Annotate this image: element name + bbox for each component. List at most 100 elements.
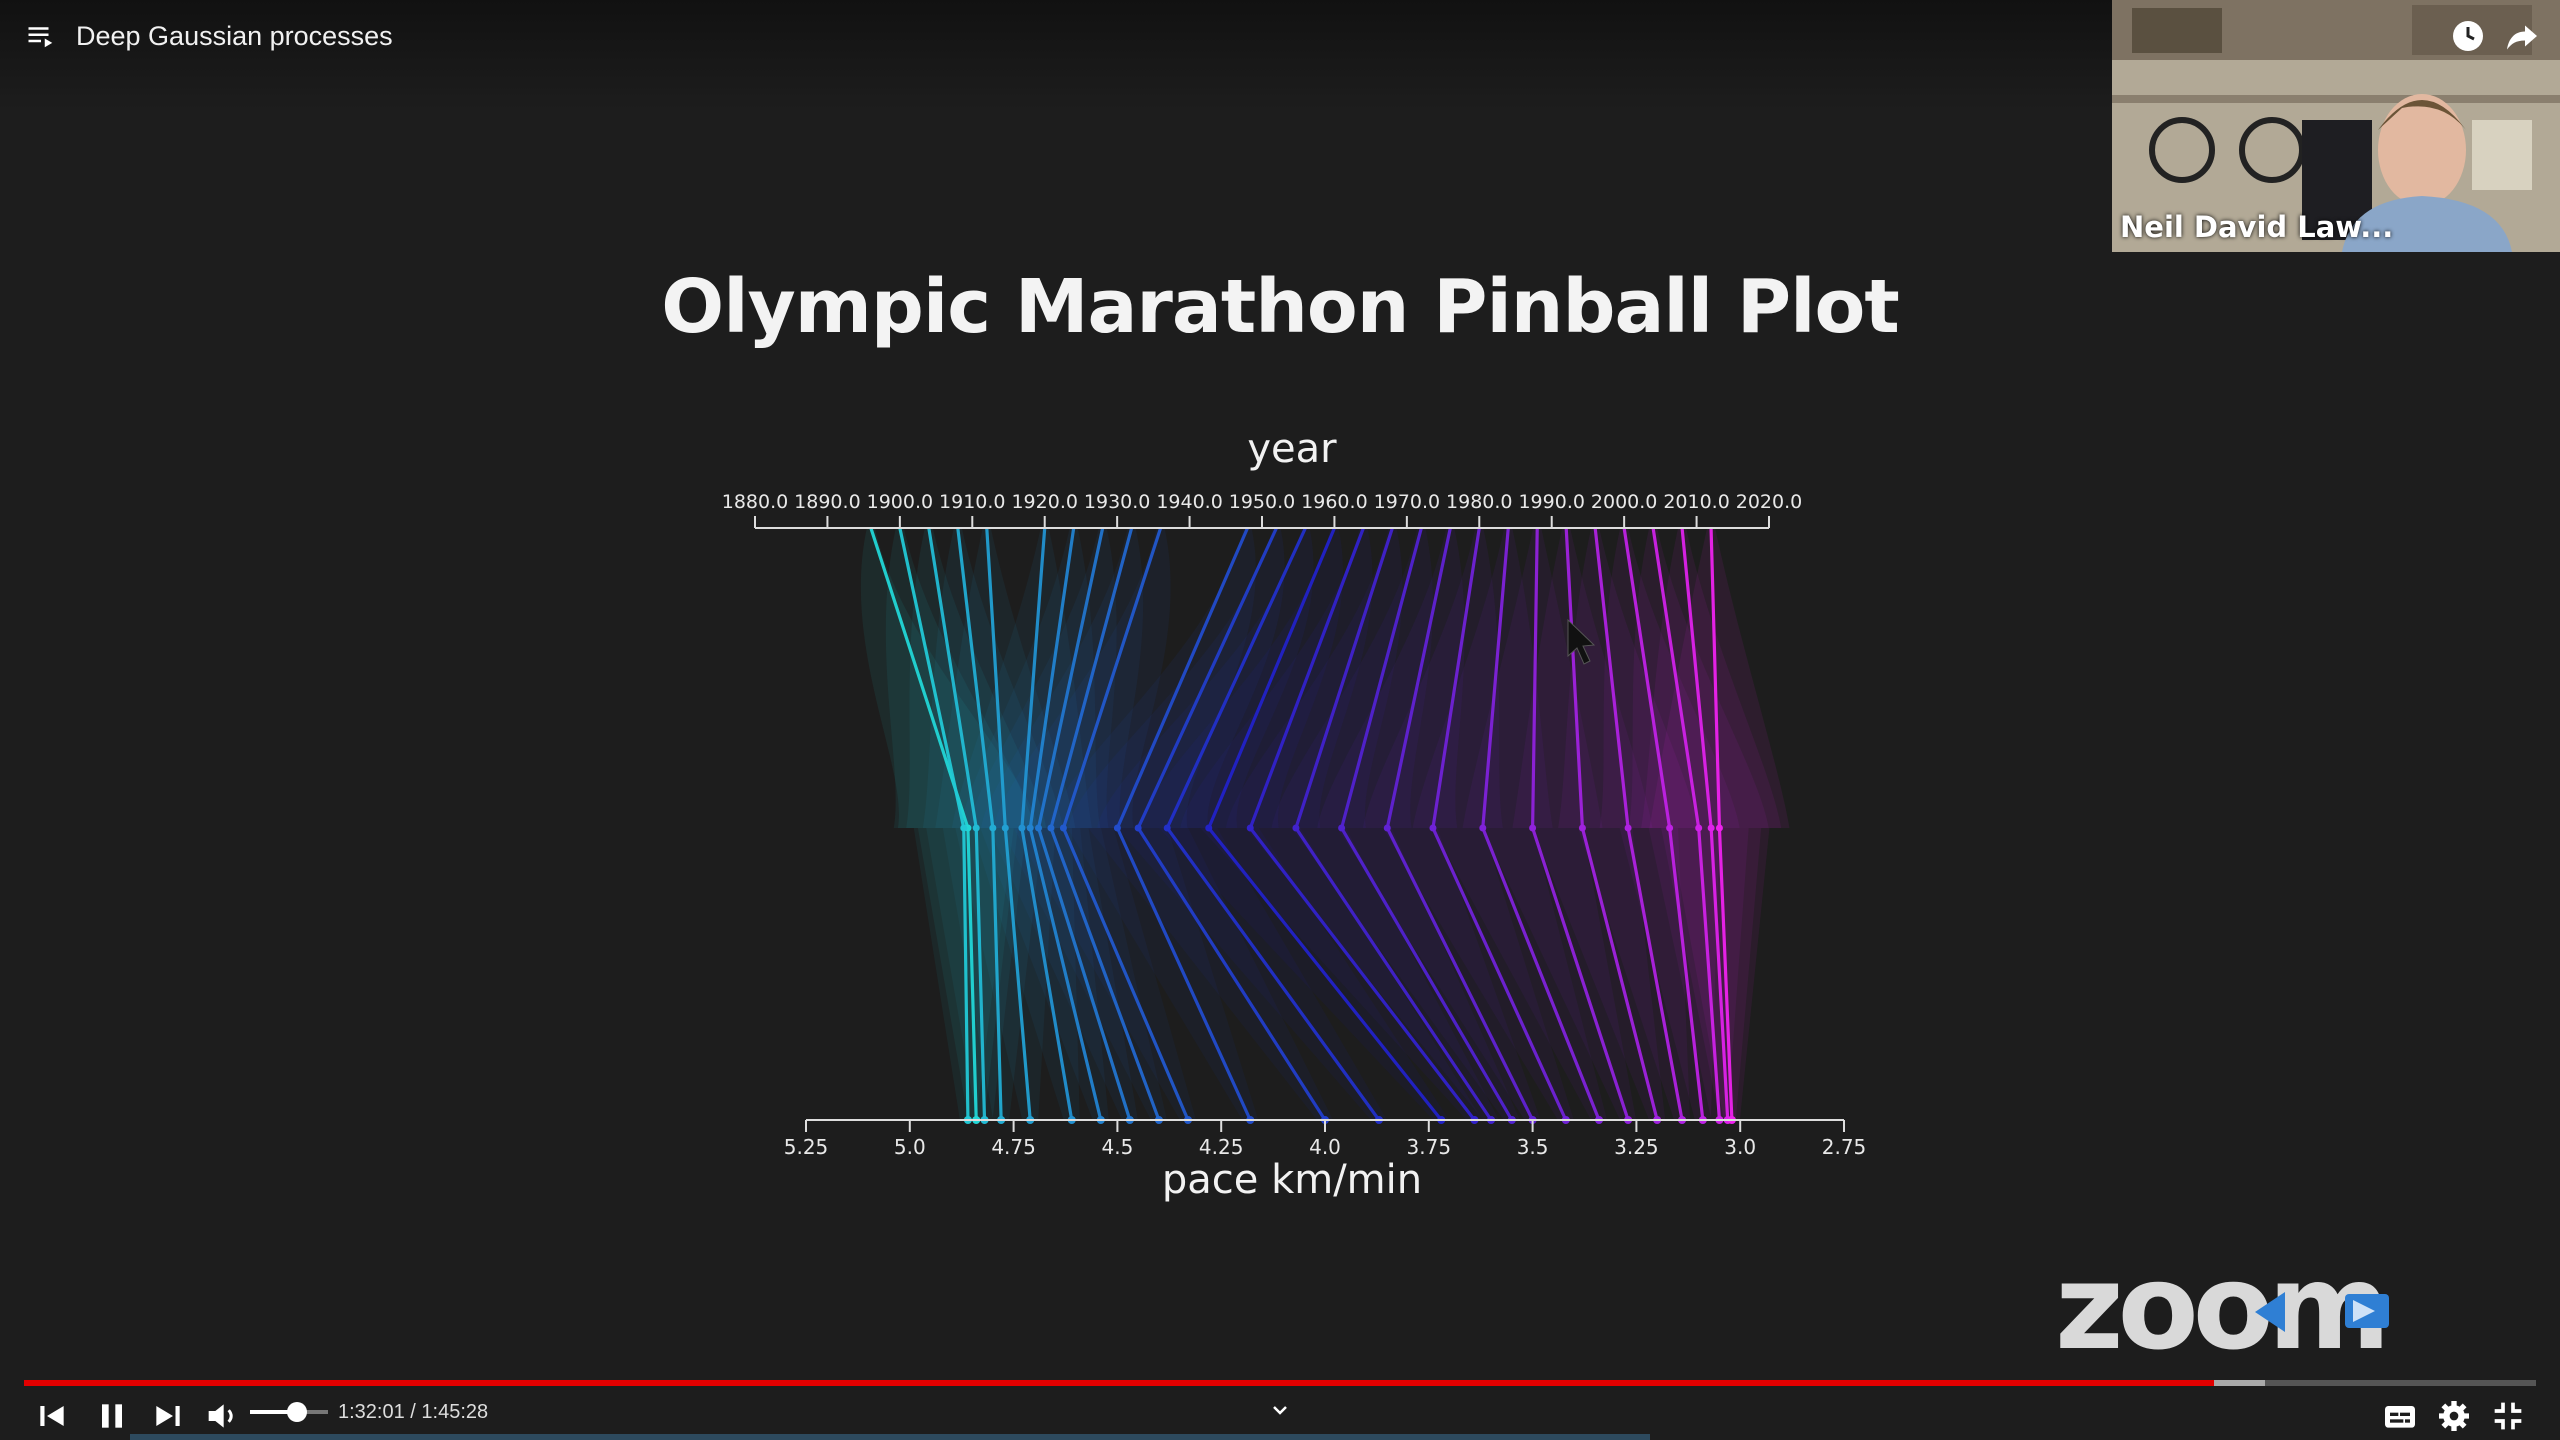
uncertainty-band-upper [960, 528, 1101, 828]
webcam-thumbnail: Neil David Law... [2112, 0, 2560, 252]
uncertainty-band-lower [917, 828, 1018, 1120]
uncertainty-band-upper [980, 528, 1144, 828]
uncertainty-band-lower [1432, 828, 1608, 1120]
uncertainty-band-upper [1180, 528, 1373, 828]
top-tick-label: 1890.0 [794, 491, 860, 513]
middle-point [1059, 824, 1067, 832]
skip-next-icon[interactable] [148, 1396, 188, 1436]
time-display: 1:32:01 / 1:45:28 [338, 1399, 488, 1425]
participant-name: Neil David Law... [2120, 210, 2394, 244]
top-tick-label: 1940.0 [1156, 491, 1222, 513]
bottom-tick-label: 3.0 [1724, 1135, 1756, 1159]
uncertainty-band-upper [1271, 528, 1433, 828]
middle-point [1695, 824, 1703, 832]
playlist-icon[interactable] [26, 21, 56, 51]
bottom-tick-label: 5.25 [784, 1135, 829, 1159]
pause-icon[interactable] [92, 1396, 132, 1436]
uncertainty-band-lower [1532, 828, 1666, 1120]
share-icon[interactable] [2504, 18, 2540, 54]
top-tick-label: 1960.0 [1301, 491, 1367, 513]
uncertainty-band-lower [1337, 828, 1541, 1120]
zoom-logo: zoom [2055, 1248, 2391, 1358]
slide-title: Olympic Marathon Pinball Plot [661, 264, 1899, 350]
top-tick-label: 2000.0 [1591, 491, 1657, 513]
uncertainty-band-upper [1462, 528, 1603, 828]
subtitles-icon[interactable] [2380, 1396, 2420, 1436]
progress-bar[interactable] [24, 1380, 2536, 1386]
middle-point [1338, 824, 1346, 832]
chevron-down-icon[interactable] [1268, 1398, 1292, 1422]
uncertainty-band-lower [1158, 828, 1450, 1120]
uncertainty-band-upper [1412, 528, 1553, 828]
volume-slider[interactable] [250, 1402, 328, 1422]
uncertainty-band-lower [926, 828, 1027, 1120]
clock-icon[interactable] [2450, 18, 2486, 54]
uncertainty-band-upper [993, 528, 1171, 828]
middle-point [1035, 824, 1043, 832]
middle-point [1429, 824, 1437, 832]
uncertainty-band-lower [1200, 828, 1483, 1120]
top-tick-label: 1920.0 [1011, 491, 1077, 513]
middle-point [1707, 824, 1715, 832]
middle-point [1246, 824, 1254, 832]
top-tick-label: 2010.0 [1663, 491, 1729, 513]
uncertainty-band-upper [1068, 528, 1285, 828]
uncertainty-band-upper [1649, 528, 1790, 828]
uncertainty-band-upper [860, 528, 1038, 828]
uncertainty-band-upper [951, 528, 1092, 828]
bottom-axis-label: pace km/min [1162, 1157, 1422, 1203]
middle-point [1205, 824, 1213, 832]
top-tick-label: 1900.0 [867, 491, 933, 513]
uncertainty-band-upper [968, 528, 1117, 828]
volume-level [250, 1410, 297, 1414]
volume-knob[interactable] [286, 1402, 307, 1422]
middle-point [972, 824, 980, 832]
middle-point [1666, 824, 1674, 832]
uncertainty-band-upper [1558, 528, 1699, 828]
uncertainty-band-lower [1291, 828, 1520, 1120]
time-total: 1:45:28 [421, 1401, 489, 1423]
uncertainty-band-lower [913, 828, 1014, 1120]
gear-icon[interactable] [2434, 1396, 2474, 1436]
uncertainty-band-upper [1225, 528, 1403, 828]
uncertainty-band-upper [1138, 528, 1343, 828]
uncertainty-band-lower [1245, 828, 1500, 1120]
uncertainty-band-lower [1578, 828, 1691, 1120]
top-tick-label: 2020.0 [1736, 491, 1802, 513]
top-tick-label: 1930.0 [1084, 491, 1150, 513]
volume-icon[interactable] [202, 1396, 242, 1436]
middle-point [1715, 824, 1723, 832]
control-bar [0, 1390, 2560, 1440]
middle-point [989, 824, 997, 832]
middle-point [1026, 824, 1034, 832]
uncertainty-band-lower [955, 828, 1056, 1120]
bottom-tick-label: 4.75 [991, 1135, 1036, 1159]
middle-point [1047, 824, 1055, 832]
bottom-tick-label: 3.25 [1614, 1135, 1659, 1159]
skip-previous-icon[interactable] [32, 1396, 72, 1436]
bottom-tick-label: 2.75 [1822, 1135, 1867, 1159]
uncertainty-band-upper [885, 528, 1034, 828]
top-tick-label: 1880.0 [722, 491, 788, 513]
uncertainty-band-lower [1067, 828, 1259, 1120]
uncertainty-band-upper [1317, 528, 1465, 828]
middle-point [1001, 824, 1009, 832]
middle-point [1292, 824, 1300, 832]
bottom-tick-label: 3.5 [1517, 1135, 1549, 1159]
exit-fullscreen-icon[interactable] [2488, 1396, 2528, 1436]
uncertainty-band-upper [1047, 528, 1256, 828]
time-separator: / [404, 1401, 422, 1423]
video-title[interactable]: Deep Gaussian processes [76, 20, 393, 51]
bottom-tick-label: 4.0 [1309, 1135, 1341, 1159]
middle-point [1163, 824, 1171, 832]
time-current: 1:32:01 [338, 1401, 405, 1423]
uncertainty-band-lower [988, 828, 1138, 1120]
uncertainty-band-lower [971, 828, 1080, 1120]
middle-point [1134, 824, 1142, 832]
middle-point [1018, 824, 1026, 832]
svg-text:zoom: zoom [2055, 1248, 2385, 1358]
top-tick-label: 1910.0 [939, 491, 1005, 513]
uncertainty-band-lower [942, 828, 1043, 1120]
